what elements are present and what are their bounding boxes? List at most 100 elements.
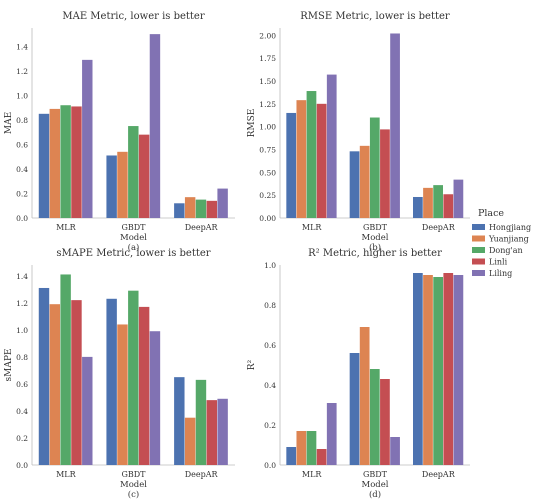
- legend-label: Linli: [489, 258, 508, 267]
- bar-dongan-gbdt: [128, 290, 139, 465]
- panel-r2: R² Metric, higher is better 0.0 0.2 0.4 0.6 0…: [247, 248, 470, 500]
- y-tick-label: 0.6: [16, 140, 28, 149]
- bar-yuanjiang-gbdt: [117, 151, 128, 218]
- x-tick-label: GBDT: [121, 470, 146, 479]
- bar-hongjiang-gbdt: [106, 155, 117, 218]
- bar-hongjiang-gbdt: [349, 151, 360, 218]
- bar-yuanjiang-deepar: [423, 275, 433, 465]
- bar-hongjiang-deepar: [174, 377, 185, 465]
- y-tick-label: 0.8: [264, 301, 276, 310]
- bar-hongjiang-mlr: [38, 287, 50, 465]
- bar-yuanjiang-mlr: [49, 304, 61, 465]
- legend-swatch: [472, 247, 485, 253]
- y-axis-label: MAE: [4, 112, 14, 134]
- bar-liling-deepar: [217, 398, 228, 465]
- x-tick-label: MLR: [302, 223, 323, 232]
- x-axis-label: Model: [120, 480, 147, 490]
- y-axis-label: R²: [247, 359, 257, 370]
- bar-liling-mlr: [82, 356, 93, 465]
- chart-title: RMSE Metric, lower is better: [300, 11, 450, 22]
- y-tick-label: 0.0: [16, 214, 28, 223]
- legend-swatch: [472, 258, 485, 265]
- bar-dongan-deepar: [195, 199, 207, 218]
- legend-label: Yuanjiang: [488, 235, 529, 244]
- y-tick-label: 2.00: [259, 31, 276, 40]
- bar-hongjiang-deepar: [174, 203, 185, 218]
- bar-hongjiang-deepar: [413, 273, 423, 465]
- y-tick-label: 1.4: [16, 272, 28, 281]
- bar-liling-gbdt: [149, 331, 161, 465]
- x-tick-label: DeepAR: [185, 470, 219, 479]
- bar-linli-deepar: [443, 194, 454, 218]
- bar-hongjiang-mlr: [286, 112, 297, 218]
- y-tick-label: 1.4: [16, 42, 28, 51]
- y-tick-label: 1.00: [259, 123, 276, 132]
- x-tick-label: GBDT: [363, 223, 388, 232]
- panel-rmse: RMSE Metric, lower is better 0.00 0.25 0.50…: [247, 11, 470, 253]
- x-axis-label: Model: [120, 233, 147, 243]
- bar-hongjiang-deepar: [413, 196, 423, 218]
- bar-dongan-mlr: [60, 105, 71, 218]
- y-tick-label: 0.50: [259, 168, 276, 177]
- bar-liling-gbdt: [149, 34, 161, 218]
- legend-swatch: [472, 270, 485, 276]
- panel-caption: (d): [369, 489, 381, 500]
- bar-dongan-mlr: [306, 91, 317, 218]
- bar-linli-deepar: [206, 400, 218, 465]
- legend-label: Liling: [489, 269, 512, 278]
- legend-label: Dong'an: [489, 246, 523, 255]
- panel-smape: sMAPE Metric, lower is better 0.0 0.2 0.4 0.…: [4, 248, 235, 500]
- x-tick-label: MLR: [56, 223, 77, 232]
- panel-mae: MAE Metric, lower is better 0.0 0.2 0.4 0.6 0…: [4, 11, 235, 253]
- legend-label: Hongjiang: [489, 223, 531, 232]
- y-tick-label: 0.4: [264, 381, 276, 390]
- y-tick-label: 0.0: [16, 461, 28, 470]
- y-axis-label: RMSE: [247, 109, 257, 138]
- bar-linli-deepar: [206, 200, 218, 218]
- y-tick-label: 1.2: [16, 299, 28, 308]
- bar-hongjiang-gbdt: [106, 298, 117, 465]
- y-tick-label: 1.0: [16, 91, 28, 100]
- bar-dongan-gbdt: [128, 126, 139, 218]
- chart-title: R² Metric, higher is better: [308, 248, 442, 259]
- y-tick-label: 0.6: [264, 341, 276, 350]
- y-tick-label: 0.8: [16, 353, 28, 362]
- bar-linli-mlr: [71, 300, 82, 465]
- y-tick-label: 0.4: [16, 165, 28, 174]
- y-tick-label: 0.00: [259, 214, 276, 223]
- bar-liling-gbdt: [390, 437, 400, 465]
- y-tick-label: 1.2: [16, 67, 28, 76]
- y-axis-label: sMAPE: [4, 349, 14, 382]
- y-tick-label: 0.2: [16, 189, 28, 198]
- bar-liling-gbdt: [390, 33, 400, 219]
- bar-liling-mlr: [326, 74, 337, 218]
- panel-caption: (a): [128, 242, 140, 253]
- y-tick-label: 0.75: [259, 145, 276, 154]
- y-tick-label: 1.50: [259, 77, 276, 86]
- chart-title: sMAPE Metric, lower is better: [56, 248, 210, 259]
- bar-linli-mlr: [316, 103, 327, 218]
- bar-hongjiang-mlr: [286, 447, 297, 465]
- y-tick-label: 0.6: [16, 380, 28, 389]
- bar-yuanjiang-gbdt: [359, 145, 370, 218]
- bar-yuanjiang-deepar: [184, 417, 196, 465]
- panel-caption: (c): [128, 489, 139, 500]
- bar-yuanjiang-deepar: [423, 187, 433, 218]
- bar-hongjiang-gbdt: [349, 353, 360, 465]
- x-tick-label: MLR: [302, 470, 323, 479]
- y-tick-label: 0.8: [16, 116, 28, 125]
- x-tick-label: GBDT: [363, 470, 388, 479]
- bar-yuanjiang-mlr: [49, 108, 61, 218]
- x-tick-label: DeepAR: [422, 470, 456, 479]
- panel-caption: (b): [369, 242, 381, 253]
- y-tick-label: 1.25: [259, 100, 276, 109]
- bar-dongan-deepar: [433, 277, 443, 465]
- x-axis-label: Model: [361, 480, 388, 490]
- x-tick-label: DeepAR: [422, 223, 456, 232]
- bar-hongjiang-mlr: [38, 113, 50, 218]
- legend-swatch: [472, 224, 485, 230]
- bar-dongan-deepar: [195, 379, 207, 465]
- bar-dongan-mlr: [306, 431, 317, 465]
